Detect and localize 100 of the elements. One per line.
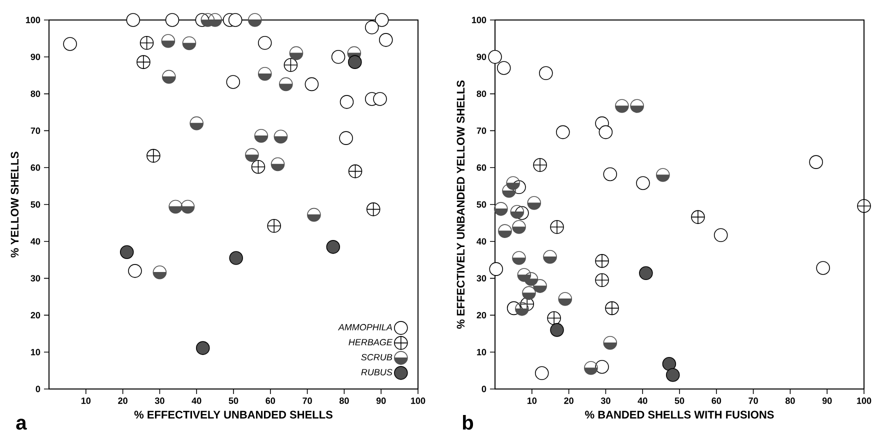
point [515, 302, 529, 316]
x-tick-label: 40 [192, 397, 202, 404]
point [348, 164, 362, 178]
y-tick-label: 30 [30, 275, 40, 282]
point [527, 196, 542, 210]
point [245, 148, 259, 162]
y-tick-label: 40 [476, 238, 486, 245]
point [180, 200, 195, 214]
x-tick-label: 30 [600, 397, 610, 404]
point [533, 279, 547, 293]
point [489, 262, 504, 276]
point [208, 13, 222, 27]
point [63, 37, 77, 51]
point [339, 131, 353, 145]
point [498, 224, 512, 238]
point [603, 167, 618, 182]
point [304, 77, 319, 92]
point [816, 261, 830, 275]
point [274, 130, 288, 144]
point [496, 61, 511, 75]
text: b [462, 415, 474, 430]
point [152, 265, 167, 280]
point [228, 13, 242, 27]
y-tick-label: 0 [482, 386, 486, 392]
point [595, 254, 609, 268]
x-tick-label: 40 [638, 397, 648, 404]
y-tick-label: 90 [476, 54, 486, 60]
point [340, 94, 354, 109]
point [128, 264, 142, 278]
y-tick-label: 70 [476, 127, 486, 134]
x-tick-label: 10 [81, 397, 91, 404]
y-tick-label: 100 [26, 16, 40, 24]
text: a [16, 418, 27, 430]
point [539, 66, 553, 80]
legend-label: SCRUB [361, 354, 392, 360]
point [656, 168, 670, 182]
y-tick-label: 10 [31, 348, 40, 356]
x-tick-label: 20 [564, 397, 574, 404]
point [165, 13, 180, 27]
point [512, 220, 526, 234]
point [662, 356, 676, 371]
y-tick-label: 50 [476, 201, 486, 208]
point [146, 148, 160, 163]
y-tick-label: 70 [30, 127, 40, 134]
x-axis-title: % EFFECTIVELY UNBANDED SHELLS [134, 410, 332, 419]
point [550, 220, 564, 234]
legend-label: RUBUS [361, 368, 392, 376]
point [226, 75, 240, 89]
x-tick-label: 50 [674, 397, 684, 404]
point [326, 240, 340, 254]
point [598, 125, 613, 140]
y-tick-label: 0 [36, 386, 40, 392]
x-axis-title: % BANDED SHELLS WITH FUSIONS [585, 410, 774, 419]
point [639, 266, 653, 280]
y-tick-label: 100 [472, 16, 486, 24]
point [534, 366, 549, 380]
y-axis-title: % EFFECTIVELY UNBANDED YELLOW SHELLS [456, 80, 465, 329]
y-tick-label: 90 [30, 54, 40, 60]
point [636, 176, 650, 190]
point [714, 228, 728, 242]
y-axis-title: % YELLOW SHELLS [10, 152, 19, 258]
point [251, 160, 266, 174]
point [284, 58, 298, 72]
legend-label: AMMOPHILA [338, 324, 392, 330]
y-tick-label: 80 [30, 90, 40, 97]
x-tick-label: 50 [228, 397, 238, 404]
point [558, 292, 572, 306]
x-tick-label: 90 [376, 397, 386, 404]
point [254, 128, 268, 143]
point [168, 200, 182, 214]
x-tick-label: 80 [785, 397, 795, 404]
point [595, 273, 609, 288]
point [502, 184, 516, 198]
point [136, 55, 150, 69]
point [666, 368, 680, 382]
x-tick-label: 60 [712, 397, 722, 404]
point [584, 361, 598, 375]
point [229, 251, 243, 265]
y-tick-label: 60 [30, 164, 40, 171]
point [182, 36, 196, 50]
point [258, 66, 272, 81]
point [374, 13, 389, 27]
y-tick-label: 80 [476, 90, 486, 97]
point [307, 208, 321, 222]
point [550, 323, 564, 337]
y-tick-label: 50 [30, 201, 40, 208]
point [373, 92, 387, 106]
x-tick-label: 100 [411, 397, 426, 404]
point [140, 36, 154, 50]
point [533, 158, 547, 172]
point [510, 204, 524, 219]
point [162, 70, 176, 84]
point [258, 36, 272, 50]
point [809, 155, 823, 169]
point [543, 250, 557, 264]
legend-label: HERBAGE [348, 338, 393, 346]
y-tick-label: 20 [476, 312, 486, 318]
point [524, 272, 538, 286]
x-tick-label: 70 [302, 397, 312, 404]
point [522, 286, 536, 300]
